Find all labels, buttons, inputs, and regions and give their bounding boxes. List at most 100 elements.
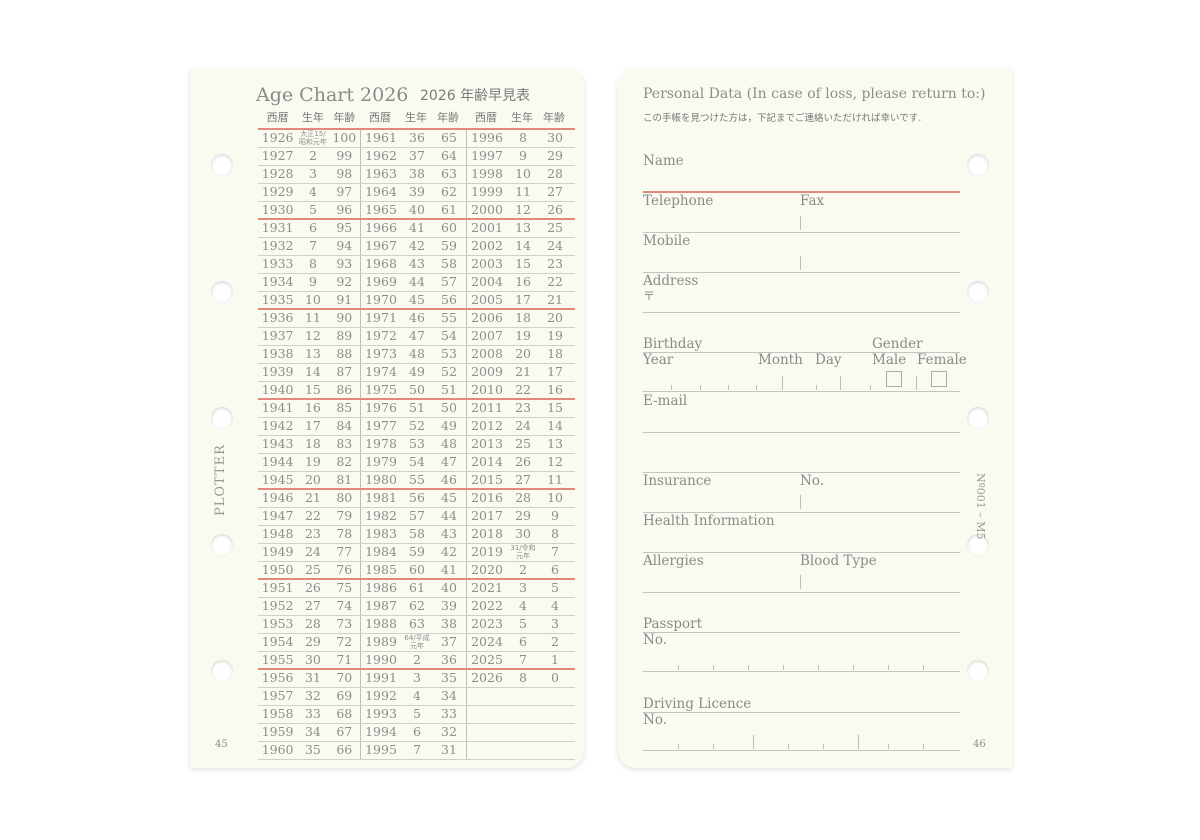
table-row: 1946 21 80 1981 56 45 2016 28 10 [258,490,575,508]
email-field-2[interactable] [643,472,960,473]
age: 28 [547,166,563,181]
passport-field[interactable] [643,671,960,672]
age: 88 [336,346,353,361]
western-year: 2013 [471,436,503,451]
western-year: 1945 [261,472,294,487]
age: 44 [441,508,457,523]
age: 50 [441,400,457,415]
address-field[interactable] [643,312,960,313]
era-year: 8 [519,130,527,145]
western-year: 1952 [261,598,294,613]
era-year: 20 [304,472,321,487]
era-year: 36 [409,130,425,145]
header-age: 年齢 [543,111,565,124]
age: 67 [336,724,353,739]
western-year: 1927 [261,148,294,163]
western-year: 2007 [471,328,503,343]
era-year: 25 [304,562,321,577]
era-year: 2 [308,148,317,163]
header-era-year: 生年 [405,111,427,124]
header-western-year: 西暦 [475,111,497,124]
era-year: 23 [304,526,321,541]
licence-field[interactable] [643,750,960,751]
era-year: 9 [519,148,527,163]
western-year: 1975 [365,382,397,397]
era-year [507,706,539,723]
age: 63 [441,166,457,181]
age: 59 [441,238,457,253]
postal-mark: 〒 [643,289,656,303]
fax-label: Fax [800,193,825,209]
table-row: 1932 7 94 1967 42 59 2002 14 24 [258,238,575,256]
health-label: Health Information [643,513,775,529]
divider [643,632,960,633]
western-year: 1982 [365,508,397,523]
era-year: 31/令和元年 [510,544,536,560]
age: 0 [551,670,559,685]
age: 65 [441,130,457,145]
insurance-field[interactable] [643,512,960,513]
age: 40 [441,580,457,595]
age-chart-table: 西暦 生年 年齢 西暦 生年 年齢 西暦 生年 年齢 1926 大正15/昭和元年 100 196… [258,110,575,760]
western-year: 1988 [365,616,397,631]
table-row: 1950 25 76 1985 60 41 2020 2 6 [258,562,575,580]
digit-tick [753,735,754,749]
western-year: 2010 [471,382,503,397]
binder-hole [967,534,989,556]
header-western-year: 西暦 [266,111,289,124]
era-year: 14 [304,364,321,379]
table-row: 1938 13 88 1973 48 53 2008 20 18 [258,346,575,364]
era-year: 7 [519,652,527,667]
birthday-field[interactable] [643,391,960,392]
era-year: 38 [409,166,425,181]
era-year: 31 [304,670,321,685]
era-year: 3 [413,670,421,685]
age: 18 [547,346,563,361]
era-year: 29 [304,634,321,649]
telephone-field[interactable] [643,232,960,233]
digit-tick [700,385,701,390]
western-year: 1974 [365,364,397,379]
era-year: 56 [409,490,425,505]
era-year: 20 [515,346,531,361]
age [539,724,571,741]
digit-tick [671,385,672,390]
email-field[interactable] [643,432,960,433]
era-year: 30 [515,526,531,541]
brand-label: PLOTTER [213,444,228,516]
age: 42 [441,544,457,559]
western-year: 1951 [261,580,294,595]
age: 70 [336,670,353,685]
day-label: Day [815,352,842,368]
age: 2 [551,634,559,649]
male-checkbox[interactable] [886,371,902,387]
age: 91 [336,292,353,307]
era-year: 18 [515,310,531,325]
western-year: 1929 [261,184,294,199]
age: 52 [441,364,457,379]
page-title: Age Chart 2026 [256,84,409,106]
western-year: 1947 [261,508,294,523]
age: 10 [547,490,563,505]
age: 11 [547,472,563,487]
mobile-field[interactable] [643,272,960,273]
health-field[interactable] [643,552,960,553]
female-label: Female [917,352,967,368]
allergies-field[interactable] [643,592,960,593]
era-year: 16 [515,274,531,289]
page-number: 46 [973,739,986,750]
female-checkbox[interactable] [931,371,947,387]
era-year: 18 [304,436,321,451]
age: 78 [336,526,353,541]
era-year: 11 [515,184,531,199]
name-field[interactable] [643,191,960,193]
table-row: 1945 20 81 1980 55 46 2015 27 11 [258,472,575,490]
age: 32 [441,724,457,739]
western-year: 1938 [261,346,294,361]
western-year: 2016 [471,490,503,505]
western-year: 1962 [365,148,397,163]
blood-type-label: Blood Type [800,553,877,569]
western-year: 1964 [365,184,397,199]
age: 17 [547,364,563,379]
age: 74 [336,598,353,613]
